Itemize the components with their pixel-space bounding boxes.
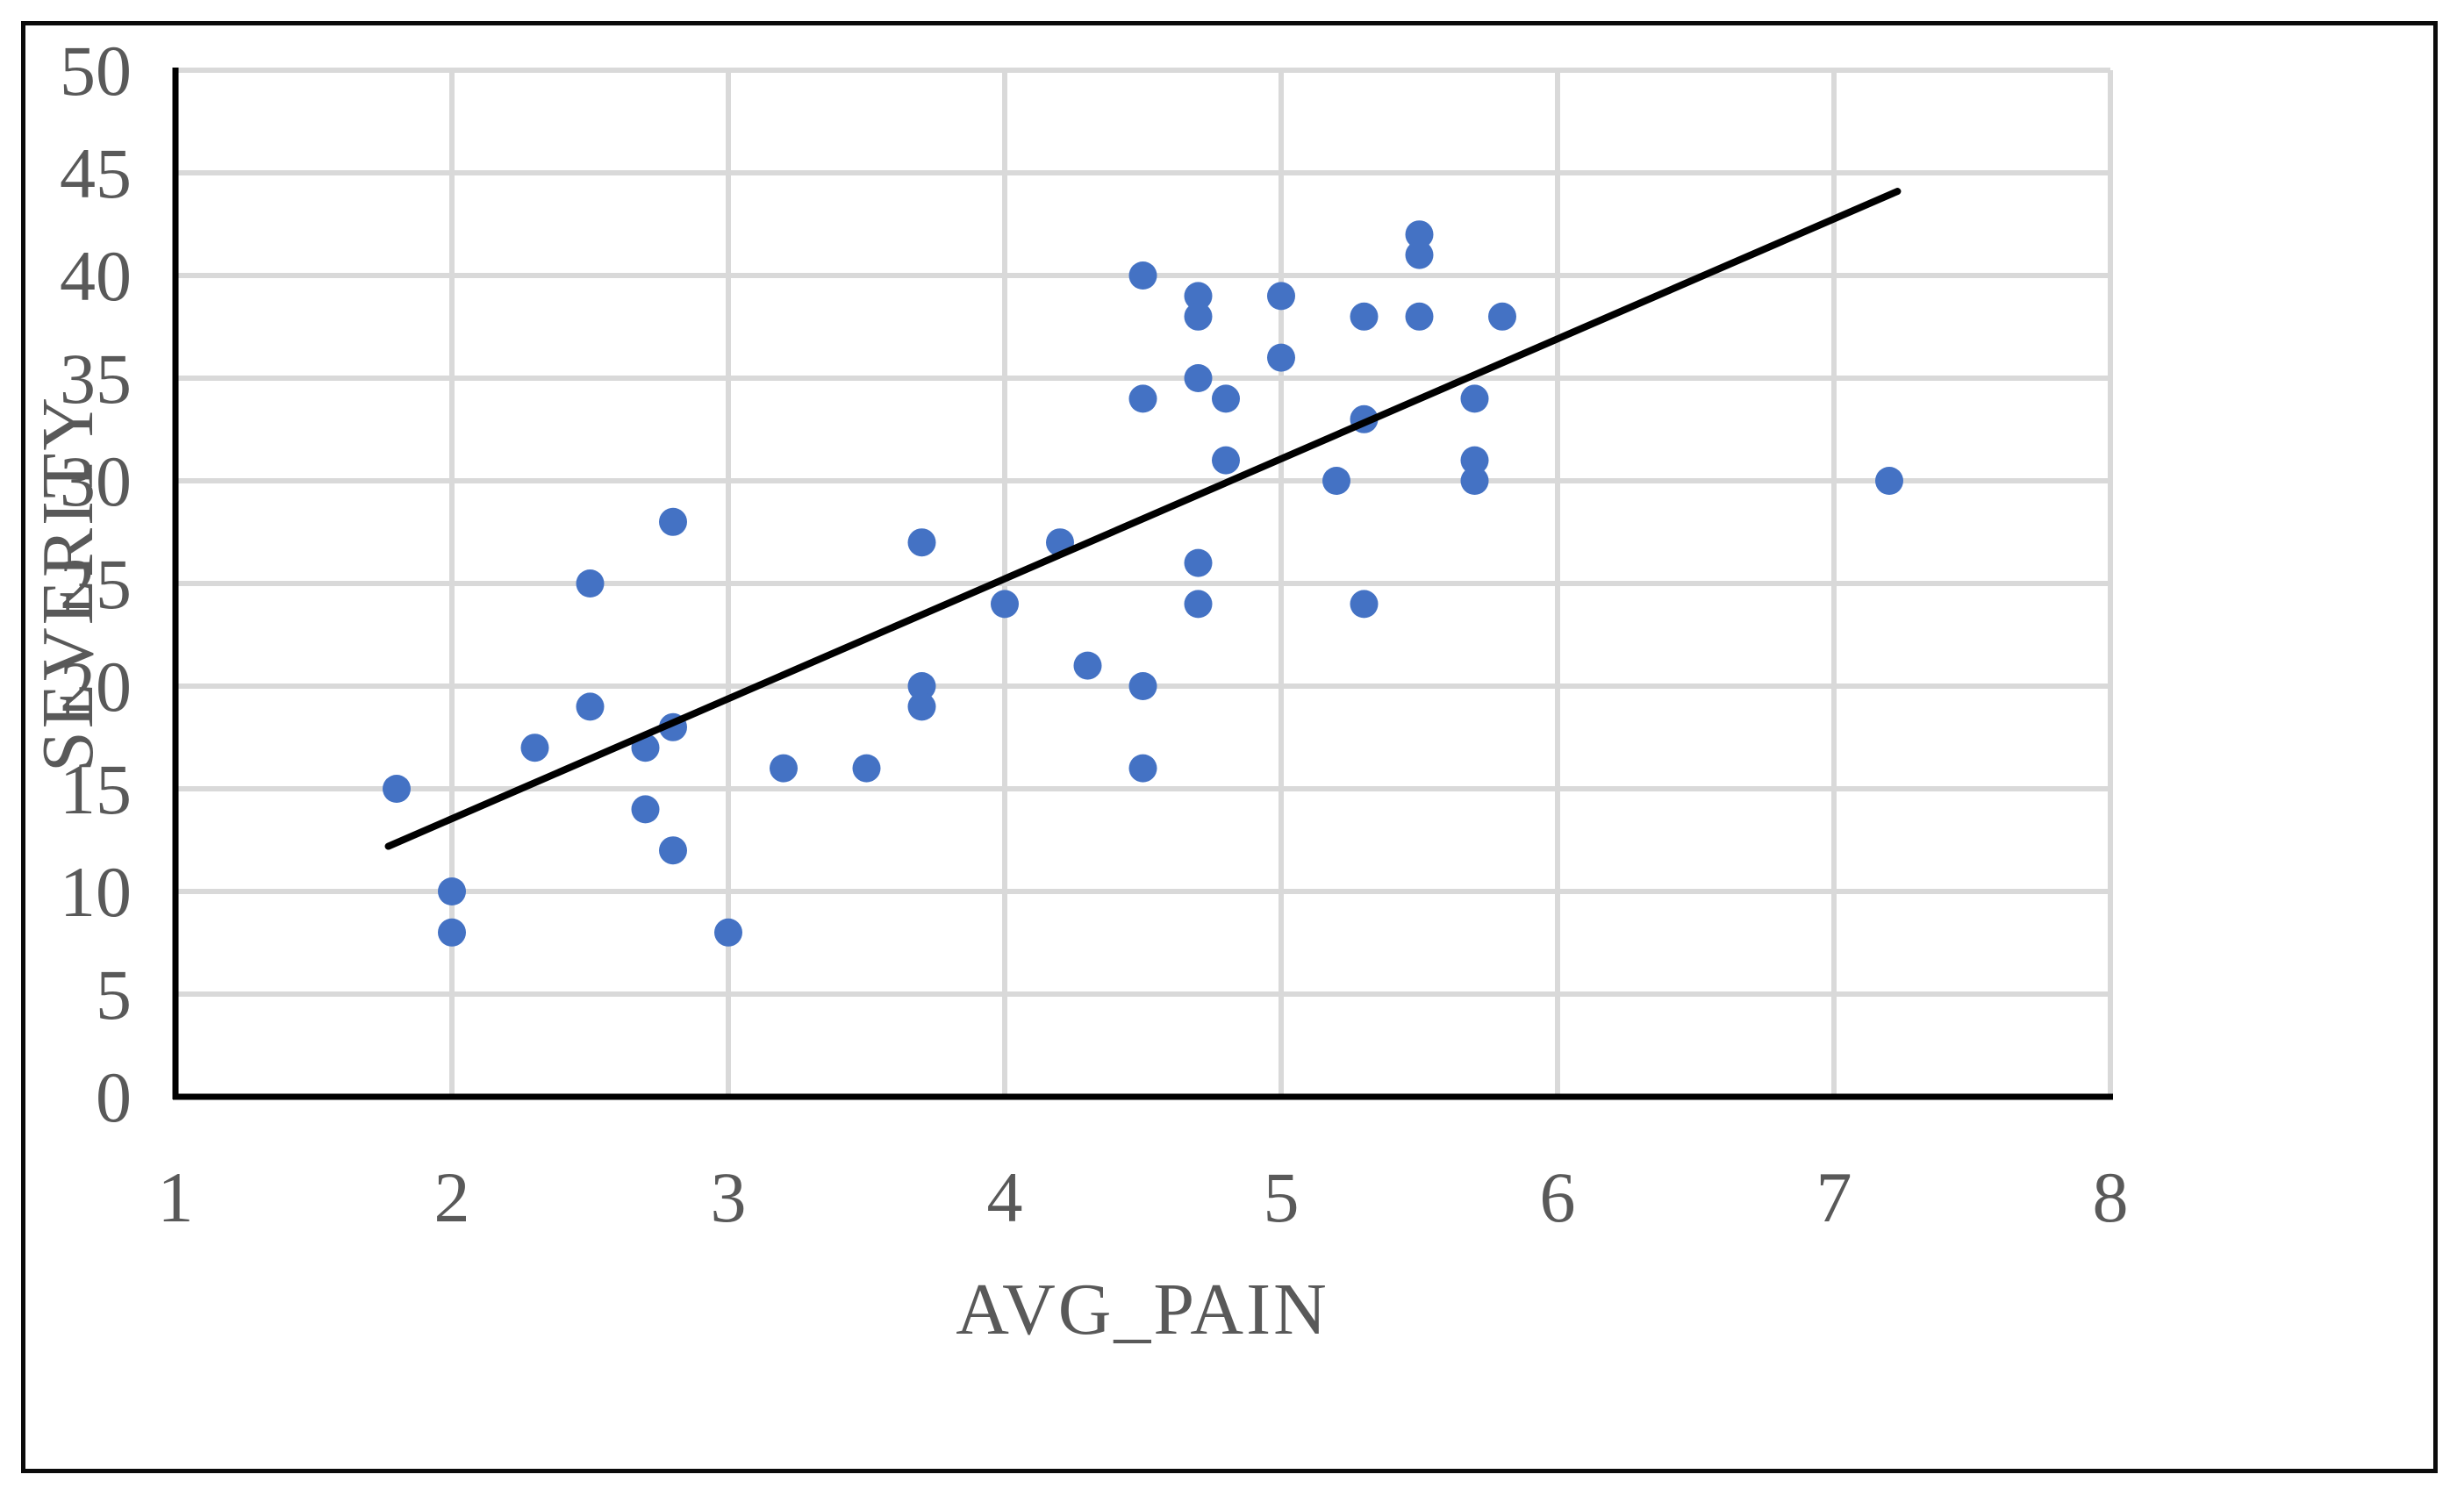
data-point [1405,302,1434,331]
x-tick-label: 8 [2093,1157,2129,1237]
gridlines [175,68,2113,1097]
data-point [1184,282,1213,311]
x-tick-label: 6 [1540,1157,1576,1237]
y-tick-labels: 0 5 10 15 20 25 30 35 40 45 50 [60,31,132,1137]
data-point [1128,384,1157,413]
data-point [907,672,936,700]
data-point [383,775,411,803]
data-point [576,569,605,598]
data-point [1488,302,1516,331]
data-point [520,734,549,762]
data-point [1460,384,1489,413]
x-tick-label: 1 [158,1157,194,1237]
data-point [1073,651,1102,680]
data-point [631,795,660,824]
y-tick-label: 35 [60,339,132,419]
x-tick-label: 7 [1816,1157,1852,1237]
y-tick-label: 25 [60,544,132,624]
data-point [576,692,605,721]
y-tick-label: 5 [96,955,132,1034]
data-point [1184,548,1213,577]
data-point [1212,384,1240,413]
data-point [1350,590,1379,619]
data-point [1460,467,1489,495]
x-axis-title: AVG_PAIN [956,1269,1329,1350]
chart-outer-border [21,21,2438,1473]
y-tick-label: 30 [60,441,132,521]
axis-lines [172,68,2113,1100]
y-tick-label: 15 [60,749,132,829]
y-tick-label: 20 [60,647,132,726]
data-point [1128,672,1157,700]
data-point [659,836,687,865]
data-point [991,590,1019,619]
y-tick-label: 0 [96,1057,132,1137]
data-point [1322,467,1350,495]
data-point [438,918,466,947]
data-point [1350,302,1379,331]
data-point [907,692,936,721]
data-point [1460,446,1489,475]
data-point [770,754,798,783]
data-point [1405,240,1434,269]
x-tick-label: 2 [434,1157,470,1237]
y-tick-label: 45 [60,133,132,213]
data-point [1184,364,1213,392]
data-point [1875,467,1903,495]
trend-line [384,188,1902,850]
data-point [1184,590,1213,619]
data-point [852,754,881,783]
data-point [907,528,936,557]
data-point [438,877,466,905]
data-points [383,220,1903,947]
data-point [1128,754,1157,783]
x-tick-label: 5 [1264,1157,1300,1237]
x-tick-label: 4 [987,1157,1023,1237]
data-point [1212,446,1240,475]
data-point [659,507,687,536]
y-tick-label: 40 [60,236,132,316]
data-point [1184,302,1213,331]
data-point [1267,282,1295,311]
data-point [1267,343,1295,372]
y-axis-title: SEVERITY [27,395,109,772]
x-tick-labels: 1 2 3 4 5 6 7 8 [158,1157,2129,1237]
y-tick-label: 50 [60,31,132,111]
data-point [714,918,742,947]
data-point [1405,220,1434,249]
x-tick-label: 3 [711,1157,747,1237]
y-tick-label: 10 [60,852,132,932]
data-point [1128,261,1157,290]
